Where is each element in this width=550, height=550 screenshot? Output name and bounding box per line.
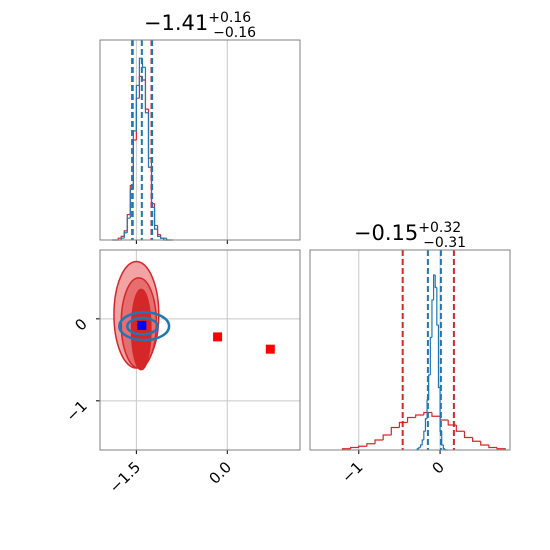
- histogram-step: [156, 229, 161, 237]
- histogram-step: [431, 412, 441, 417]
- histogram-step: [374, 439, 384, 444]
- point: [137, 320, 147, 330]
- histogram-step: [428, 374, 431, 400]
- histogram-step: [382, 434, 392, 440]
- axes-frame: [99, 39, 301, 241]
- histogram-step: [135, 84, 140, 131]
- histogram-step: [419, 444, 423, 448]
- histogram-step: [160, 236, 164, 239]
- x-tick-label: −1: [338, 458, 366, 486]
- x-tick-label: 0: [428, 458, 447, 477]
- axes-frame: [99, 249, 301, 451]
- histogram-step: [350, 446, 359, 449]
- histogram-step: [415, 414, 424, 418]
- histogram-step: [423, 411, 432, 415]
- panel-title: −1.41+0.16 −0.16: [144, 10, 256, 41]
- title-value: −0.15: [354, 221, 418, 245]
- histogram-step: [441, 431, 444, 446]
- histogram-step: [496, 447, 506, 450]
- x-tick-label: −1.5: [106, 458, 144, 496]
- histogram-step: [390, 426, 400, 435]
- y-tick-label: −1: [62, 397, 90, 425]
- contour: [118, 311, 171, 342]
- histogram-step: [488, 445, 497, 449]
- histogram-step: [366, 443, 376, 447]
- histogram-step: [480, 441, 489, 446]
- histogram-step: [423, 430, 426, 440]
- title-minus: −0.31: [423, 235, 466, 251]
- title-minus: −0.16: [213, 25, 256, 41]
- title-plus: +0.32: [418, 220, 461, 236]
- histogram-step: [434, 275, 437, 289]
- histogram-step: [123, 232, 128, 239]
- histogram-step: [398, 421, 408, 428]
- histogram-step: [436, 287, 439, 326]
- histogram-step: [153, 207, 158, 230]
- histogram-step: [406, 416, 416, 423]
- histogram-step: [463, 431, 473, 439]
- histogram-step: [358, 445, 367, 448]
- panel-title: −0.15+0.32 −0.31: [354, 220, 466, 251]
- histogram-step: [431, 299, 434, 338]
- x-tick-label: 0.0: [206, 458, 236, 488]
- histogram-step: [455, 425, 465, 432]
- histogram-step: [418, 446, 421, 449]
- histogram-step: [421, 439, 424, 445]
- histogram-step: [147, 112, 152, 168]
- point: [265, 344, 275, 354]
- histogram-step: [442, 445, 445, 450]
- histogram-step: [126, 217, 131, 233]
- histogram-step: [120, 237, 125, 240]
- y-tick-label: 0: [71, 315, 90, 334]
- point: [213, 332, 223, 342]
- histogram-step: [117, 237, 122, 240]
- histogram-step: [447, 420, 457, 426]
- histogram-step: [472, 437, 481, 442]
- histogram-step: [141, 58, 146, 68]
- contour: [126, 316, 159, 336]
- histogram-step: [429, 336, 432, 375]
- axes-frame: [309, 249, 511, 451]
- histogram-step: [120, 235, 125, 239]
- histogram-step: [424, 418, 428, 432]
- histogram-step: [144, 67, 149, 114]
- title-value: −1.41: [144, 11, 208, 35]
- title-plus: +0.16: [208, 10, 251, 26]
